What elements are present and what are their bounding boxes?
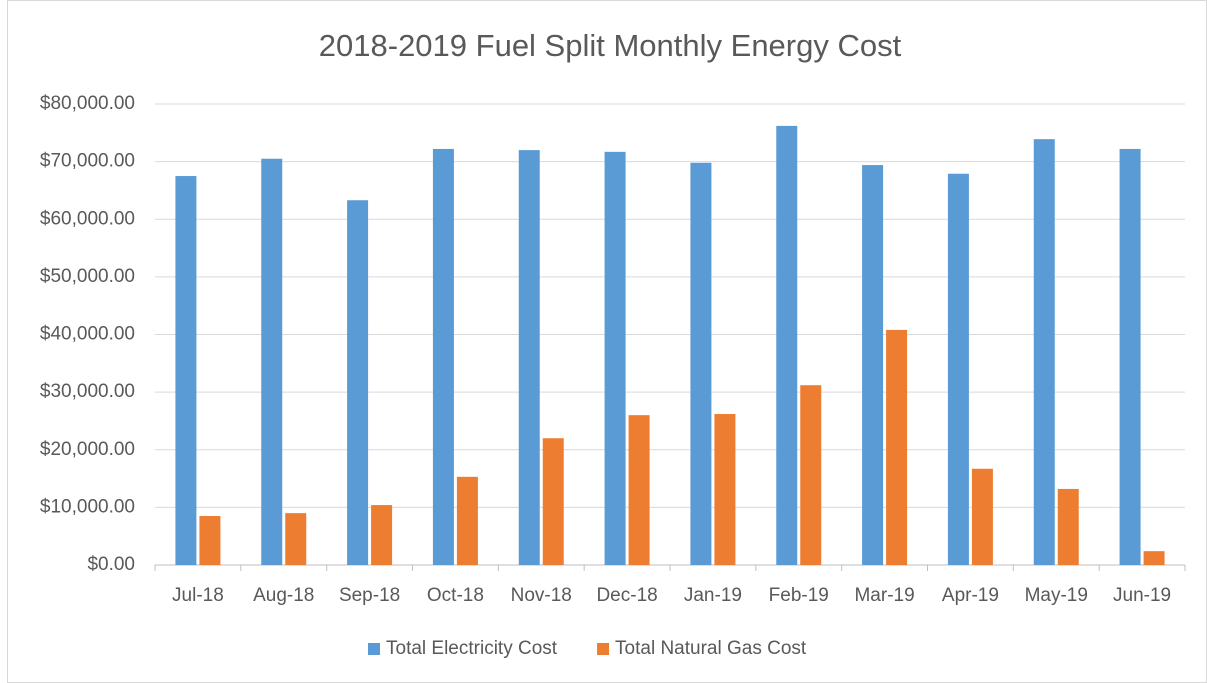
bar [199, 516, 221, 565]
y-tick-label: $40,000.00 [40, 324, 135, 345]
bar [1033, 139, 1055, 565]
bar [371, 505, 393, 565]
y-tick-label: $70,000.00 [40, 151, 135, 172]
bar [347, 200, 369, 565]
bar [518, 150, 540, 565]
x-tick-label: Apr-19 [942, 585, 999, 606]
legend-swatch [368, 643, 380, 655]
y-tick-label: $80,000.00 [40, 93, 135, 114]
x-tick-label: Nov-18 [511, 585, 572, 606]
x-tick-label: Jun-19 [1113, 585, 1171, 606]
bar [862, 165, 884, 565]
legend-label: Total Electricity Cost [386, 638, 558, 659]
chart-title: 2018-2019 Fuel Split Monthly Energy Cost [319, 28, 902, 63]
y-tick-label: $10,000.00 [40, 496, 135, 517]
bar [604, 151, 626, 566]
bar [800, 385, 822, 565]
bar [947, 173, 969, 565]
legend-swatch [597, 643, 610, 655]
bar [261, 158, 283, 565]
y-tick-label: $60,000.00 [40, 208, 135, 229]
bar [776, 125, 798, 566]
bar [542, 438, 564, 565]
bar [432, 148, 454, 565]
bar [175, 176, 197, 565]
x-tick-label: Oct-18 [427, 585, 484, 606]
bar [285, 513, 307, 565]
x-tick-label: Jul-18 [172, 585, 224, 606]
bar [971, 468, 993, 565]
x-tick-label: Feb-19 [769, 585, 829, 606]
x-tick-label: Mar-19 [854, 585, 914, 606]
bar [886, 329, 908, 565]
y-tick-label: $50,000.00 [40, 266, 135, 287]
y-tick-label: $20,000.00 [40, 439, 135, 460]
bar [456, 476, 478, 565]
bar [690, 162, 712, 565]
bar [1057, 488, 1079, 565]
x-tick-label: May-19 [1025, 585, 1088, 606]
x-tick-label: Sep-18 [339, 585, 400, 606]
x-tick-label: Dec-18 [596, 585, 657, 606]
x-tick-label: Aug-18 [253, 585, 314, 606]
y-tick-label: $30,000.00 [40, 381, 135, 402]
x-tick-label: Jan-19 [684, 585, 742, 606]
bar [1119, 148, 1141, 565]
bar [628, 415, 650, 565]
y-tick-label: $0.00 [87, 554, 135, 575]
legend-label: Total Natural Gas Cost [615, 638, 807, 659]
bar [714, 414, 736, 565]
bar [1143, 551, 1165, 565]
